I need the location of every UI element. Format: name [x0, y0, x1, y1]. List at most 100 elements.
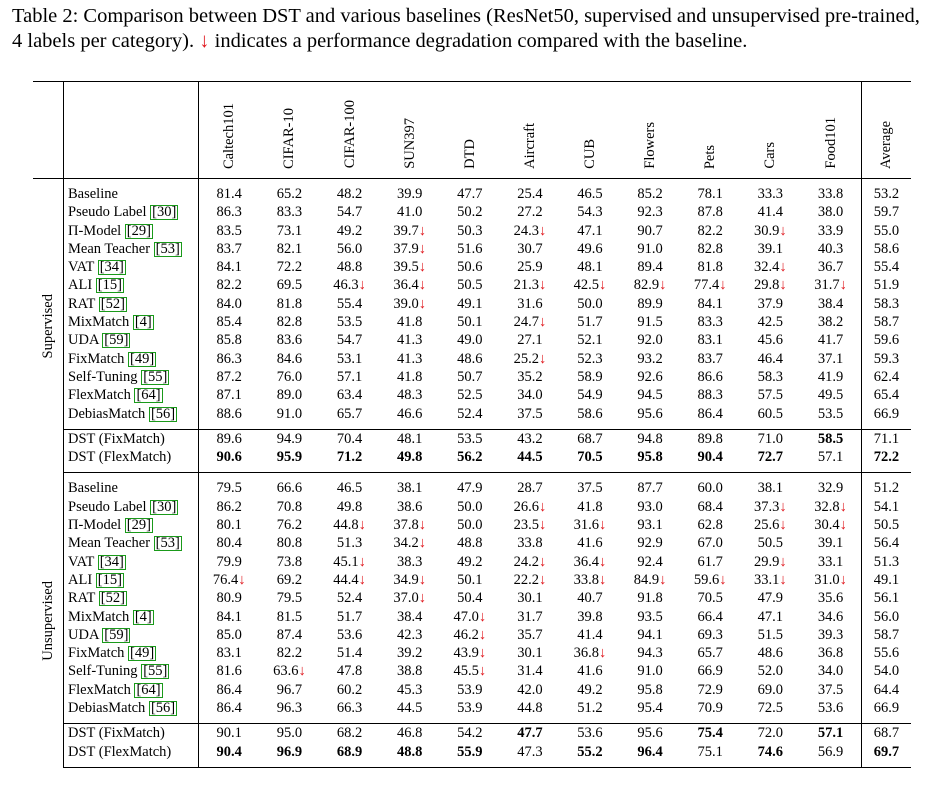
citation-link[interactable]: [34] [97, 259, 126, 276]
score-value: 49.2 [577, 681, 603, 698]
section-spacer [33, 422, 911, 430]
score-value: 50.0 [577, 295, 603, 312]
score-cell: 25.2↓ [500, 350, 560, 368]
score-cell: 95.6 [620, 405, 680, 423]
citation-link[interactable]: [52] [98, 295, 127, 312]
score-value: 38.0 [817, 204, 844, 221]
score-value: 82.8 [276, 314, 303, 331]
table-row: DST (FixMatch) 90.1 95.0 68.2 46.8 54.2 47.7 53… [33, 723, 911, 743]
citation-link[interactable]: [56] [148, 700, 178, 717]
score-cell: 69.3 [680, 626, 740, 644]
method-name: Baseline [63, 185, 199, 204]
citation-link[interactable]: [29] [124, 517, 153, 534]
citation-link[interactable]: [30] [150, 204, 179, 221]
score-cell: 76.4↓ [199, 571, 260, 589]
score-cell: 50.3 [440, 222, 500, 240]
score-value: 39.0 [393, 295, 419, 312]
header-row: Caltech101 CIFAR-10 CIFAR-100 SUN397 DTD Airc… [33, 82, 911, 179]
score-cell: 91.0 [620, 240, 680, 258]
score-cell: 25.4 [500, 185, 560, 203]
score-value: 30.1 [517, 645, 543, 662]
citation-link[interactable]: [56] [148, 405, 178, 422]
method-label: DebiasMatch [68, 405, 149, 422]
citation-link[interactable]: [49] [128, 645, 157, 662]
score-cell: 53.9 [440, 681, 500, 699]
score-value: 41.3 [396, 332, 423, 349]
table-row: Supervised Baseline 81.4 65.2 48.2 39.9 47.7 25… [33, 185, 911, 473]
score-value: 41.9 [817, 368, 844, 385]
score-value: 94.3 [637, 645, 663, 662]
score-value: 50.1 [457, 571, 483, 588]
degradation-arrow-icon: ↓ [839, 517, 847, 534]
citation-link[interactable]: [59] [102, 332, 131, 349]
citation-link[interactable]: [4] [132, 608, 154, 625]
score-value: 21.3 [513, 277, 539, 294]
score-value: 53.9 [457, 681, 483, 698]
score-value: 46.2 [453, 626, 479, 643]
score-value: 44.4 [333, 571, 359, 588]
score-value: 85.8 [216, 332, 242, 349]
score-value: 65.7 [697, 645, 723, 662]
score-value: 25.6 [754, 517, 780, 534]
score-value: 53.9 [457, 700, 483, 717]
score-value: 34.0 [817, 663, 844, 680]
score-cell: 86.3 [199, 203, 260, 221]
score-value: 39.7 [393, 222, 419, 239]
score-value: 84.1 [216, 259, 242, 276]
score-cell: 59.7 [860, 203, 911, 222]
score-value: 49.2 [457, 553, 483, 570]
citation-link[interactable]: [53] [153, 240, 182, 257]
citation-link[interactable]: [55] [141, 368, 170, 385]
citation-link[interactable]: [15] [95, 571, 124, 588]
citation-link[interactable]: [15] [95, 277, 124, 294]
score-value: 79.5 [216, 480, 242, 497]
score-value: 68.4 [697, 498, 723, 515]
score-value: 91.0 [637, 240, 663, 257]
citation-link[interactable]: [29] [124, 222, 153, 239]
citation-link[interactable]: [53] [153, 535, 182, 552]
citation-link[interactable]: [64] [134, 387, 163, 404]
score-value: 84.6 [276, 350, 303, 367]
score-value: 85.2 [637, 186, 663, 202]
score-value: 50.3 [457, 222, 483, 239]
score-value: 37.5 [577, 480, 603, 497]
score-value: 36.4 [393, 277, 419, 294]
table-row: DST (FlexMatch) 90.4 96.9 68.9 48.8 55.9 47.3 5… [33, 742, 911, 761]
score-cell: 54.9 [560, 386, 620, 404]
score-cell: 37.5 [500, 405, 560, 423]
table-top-rule [33, 81, 911, 82]
table-row: FlexMatch [64] 86.4 96.7 60.2 45.3 53.9 42.0 49… [33, 680, 911, 700]
score-cell: 96.3 [259, 699, 319, 717]
score-value: 53.6 [577, 725, 603, 742]
citation-link[interactable]: [55] [141, 663, 170, 680]
citation-link[interactable]: [34] [97, 553, 126, 570]
column-header-label: Aircraft [521, 122, 538, 169]
score-value: 47.0 [453, 608, 479, 625]
citation-link[interactable]: [52] [98, 590, 127, 607]
score-value: 57.1 [817, 449, 844, 466]
citation-link[interactable]: [49] [128, 350, 157, 367]
citation-link[interactable]: [64] [134, 681, 163, 698]
score-cell: 38.4 [380, 608, 440, 626]
score-cell: 77.4↓ [680, 276, 740, 294]
score-cell: 52.3 [560, 350, 620, 368]
score-value: 96.9 [276, 743, 303, 760]
method-label: Mean Teacher [68, 535, 154, 552]
score-cell: 39.7↓ [380, 222, 440, 240]
score-value: 35.2 [517, 368, 543, 385]
score-cell: 89.0 [259, 386, 319, 404]
score-value: 41.4 [757, 204, 783, 221]
score-cell: 45.3 [380, 681, 440, 699]
score-value: 47.7 [457, 186, 483, 202]
score-cell: 33.1↓ [740, 571, 800, 589]
score-value: 41.8 [396, 368, 423, 385]
degradation-arrow-icon: ↓ [358, 553, 366, 570]
score-cell: 79.9 [199, 553, 260, 571]
score-cell: 92.0 [620, 331, 680, 349]
citation-link[interactable]: [4] [132, 314, 154, 331]
score-cell: 96.4 [620, 743, 680, 761]
citation-link[interactable]: [59] [102, 626, 131, 643]
score-value: 58.7 [873, 626, 900, 643]
score-cell: 39.2 [380, 644, 440, 662]
citation-link[interactable]: [30] [150, 498, 179, 515]
